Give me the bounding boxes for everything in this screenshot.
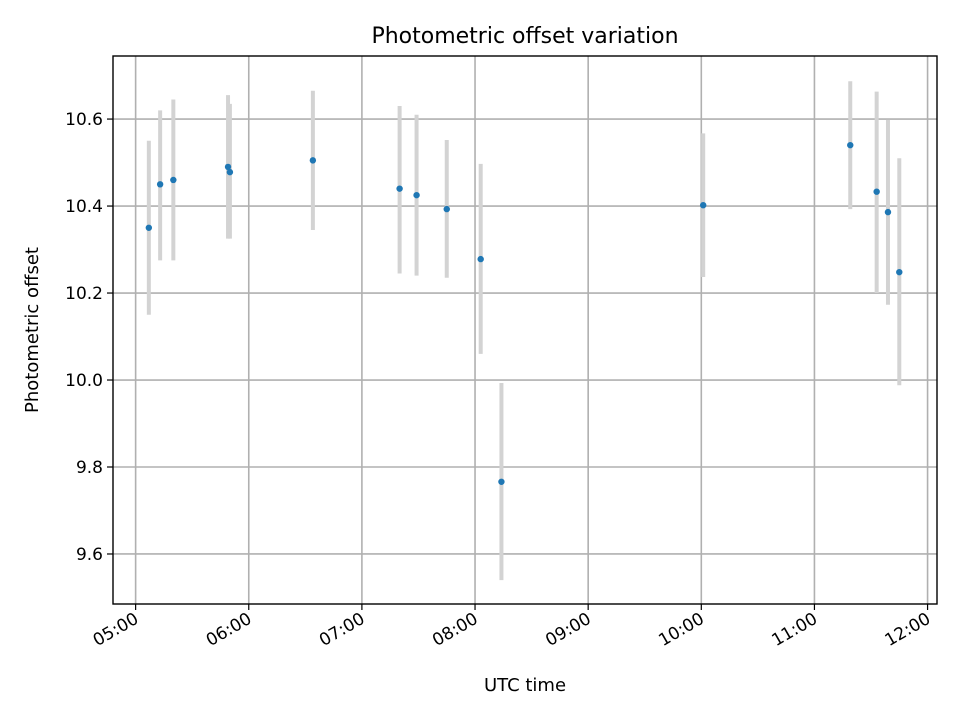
data-point [170,176,177,184]
data-point [896,268,903,276]
data-point [226,168,234,176]
data-points [145,141,903,485]
data-point [309,157,317,164]
y-tick-label: 9.6 [76,545,103,565]
x-axis-label: UTC time [484,675,566,696]
y-tick-label: 10.0 [65,371,103,391]
data-point [413,191,420,199]
data-point [498,478,505,485]
data-point [884,208,892,216]
chart-title: Photometric offset variation [371,24,678,49]
y-axis-label: Photometric offset [22,247,43,413]
data-point [145,224,153,231]
data-point [477,255,484,263]
y-tick-label: 10.4 [65,197,103,217]
plot-area-frame [112,55,938,605]
data-point [443,205,450,213]
y-tick-label: 10.6 [65,110,103,130]
data-point [847,141,854,149]
y-tick-label: 9.8 [76,458,103,478]
data-point [873,188,880,195]
data-point [699,201,707,209]
data-point [156,181,164,188]
y-tick-label: 10.2 [65,284,103,304]
data-point [224,163,232,171]
data-point [396,185,403,192]
